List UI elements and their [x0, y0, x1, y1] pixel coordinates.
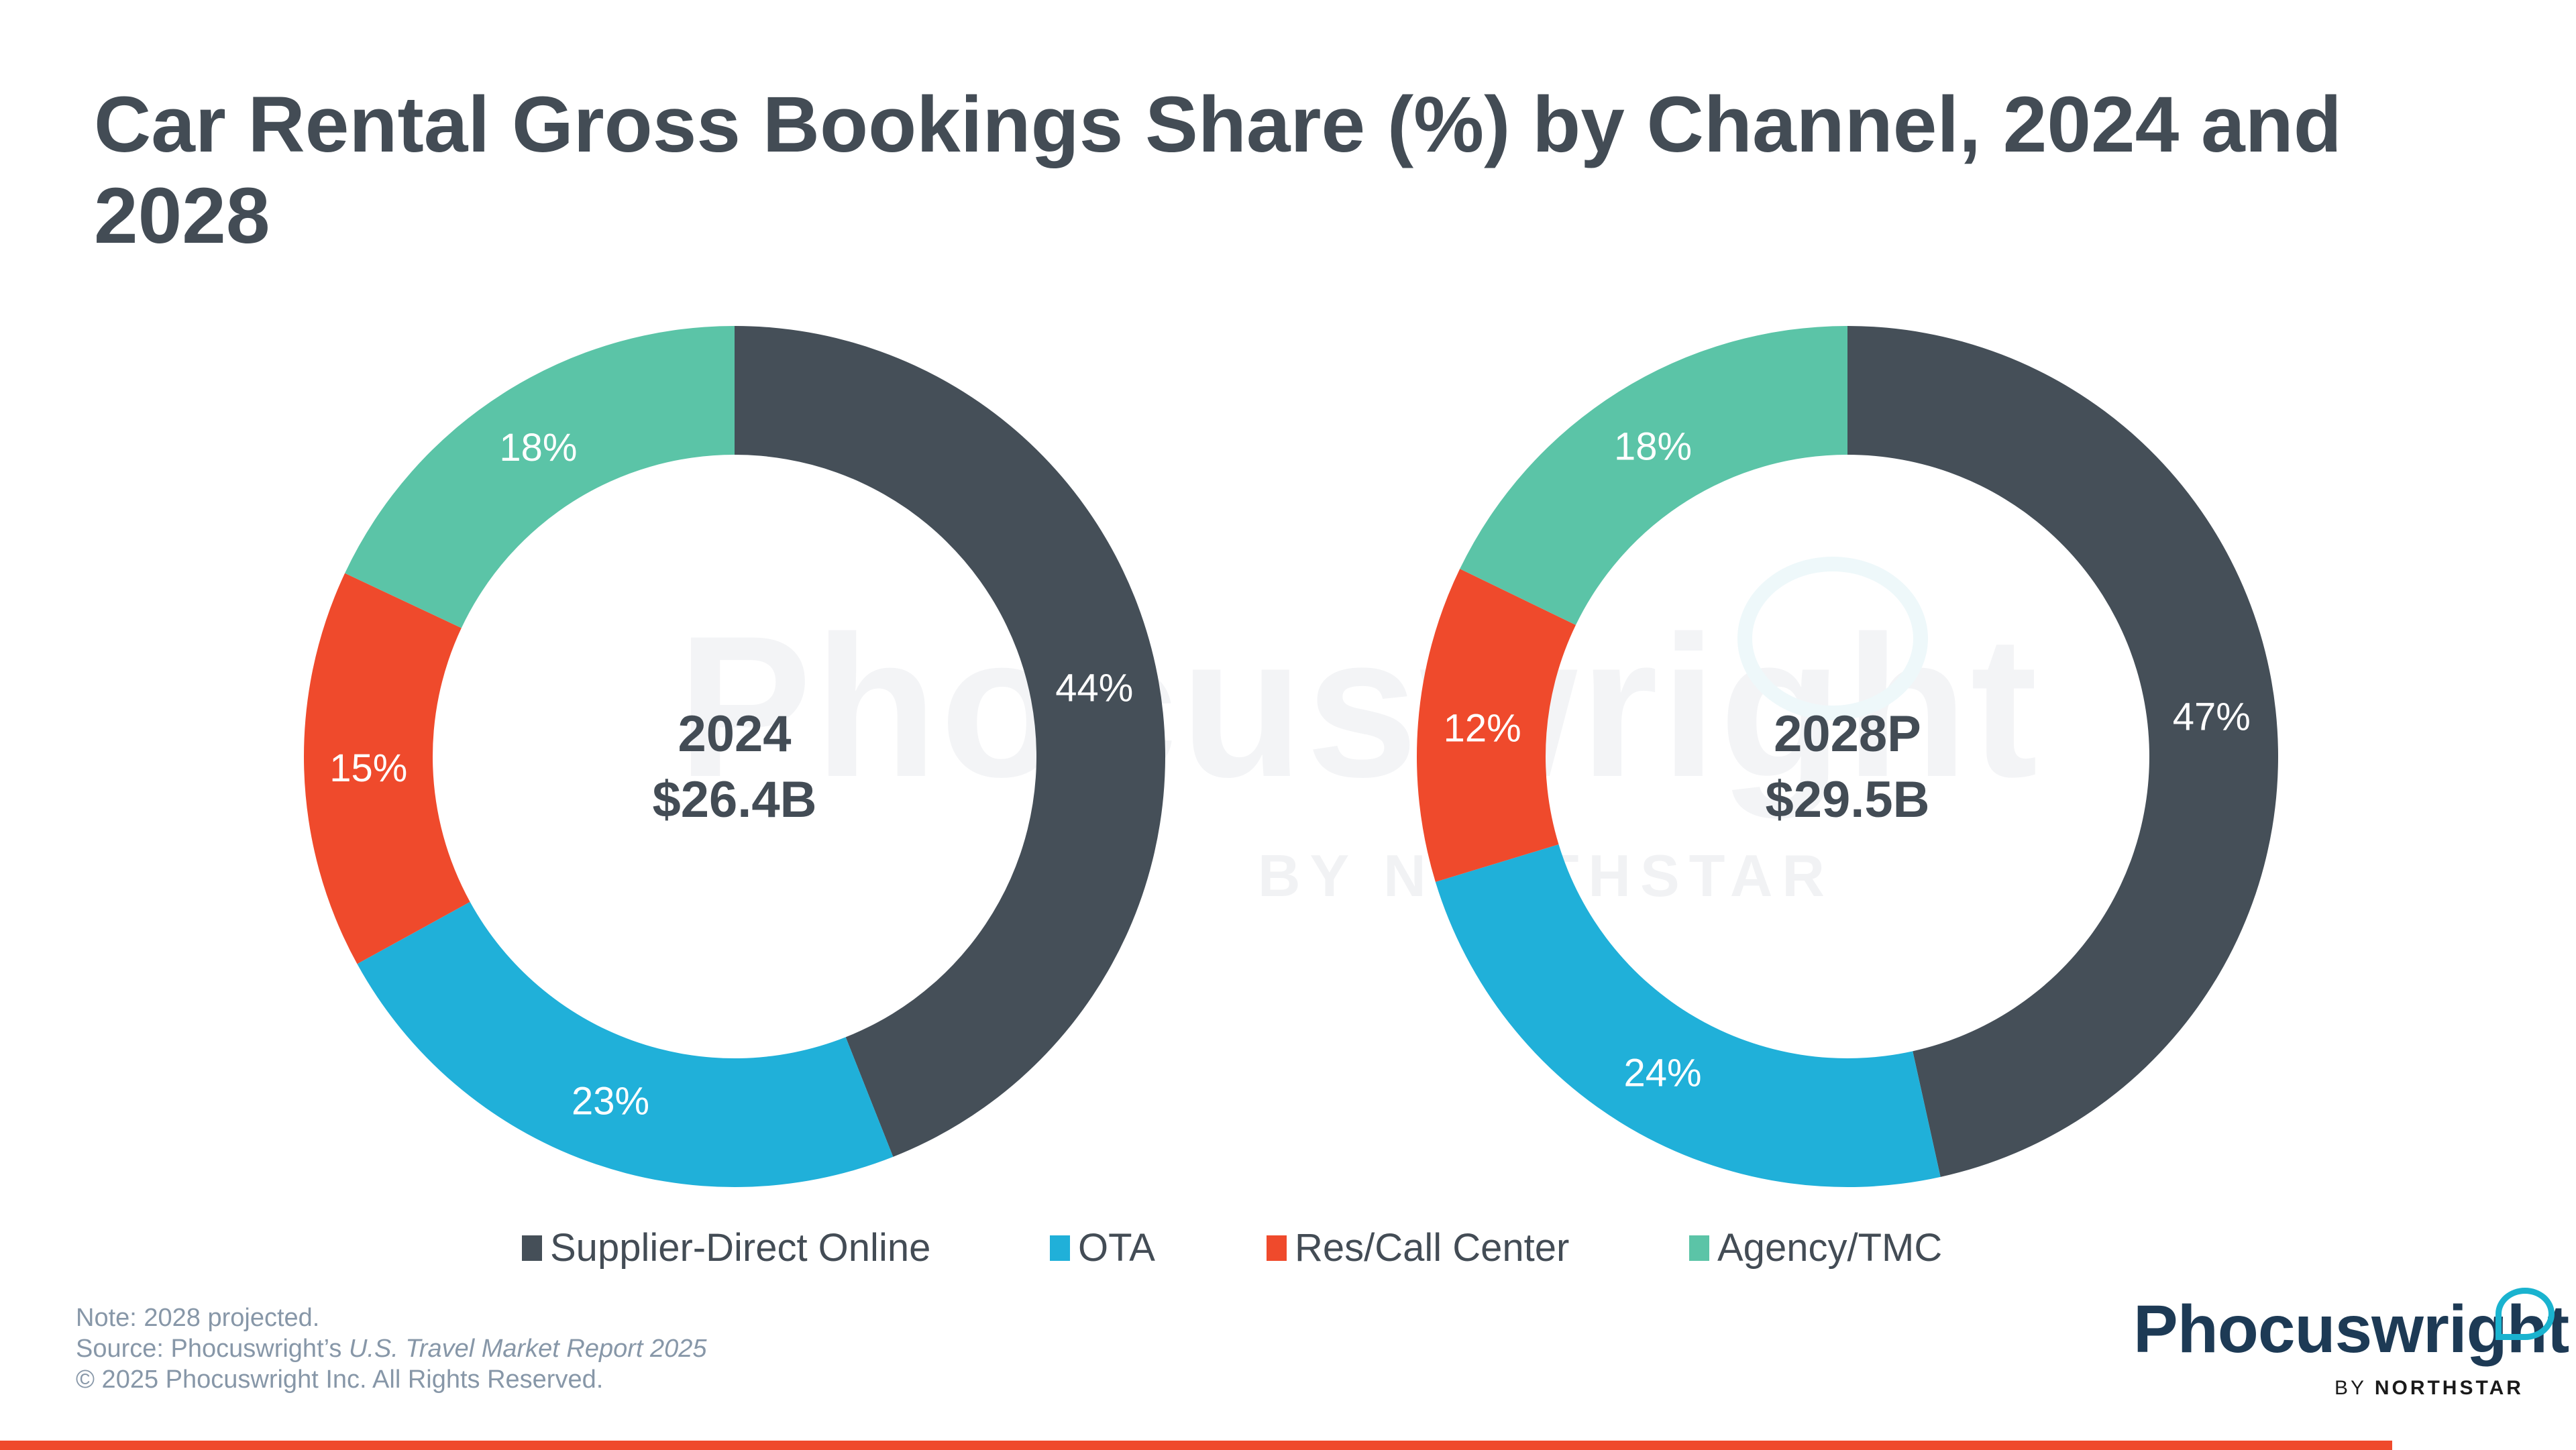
center-label: 2028P [1774, 706, 1921, 763]
source-prefix: Source: Phocuswright’s [76, 1335, 349, 1363]
logo-sub-brand: NORTHSTAR [2374, 1377, 2524, 1399]
legend-label: OTA [1078, 1226, 1155, 1270]
legend-swatch [1689, 1235, 1709, 1261]
donut-slice-ota [1435, 844, 1941, 1187]
legend-item-supplier-direct: Supplier-Direct Online [522, 1225, 930, 1270]
phocuswright-logo: Phocuswright BY NORTHSTAR [2133, 1288, 2569, 1399]
legend: Supplier-Direct Online OTA Res/Call Cent… [0, 1225, 2576, 1279]
data-label: 24% [1624, 1051, 1702, 1095]
data-label: 15% [329, 746, 407, 790]
footer-notes: Note: 2028 projected. Source: Phocuswrig… [76, 1302, 707, 1395]
donut-slice-supplier-direct-online [1847, 326, 2278, 1177]
logo-bubble-icon [2496, 1288, 2555, 1340]
donut-slice-supplier-direct-online [735, 326, 1165, 1157]
footer-source: Source: Phocuswright’s U.S. Travel Marke… [76, 1333, 707, 1364]
donut-2024: 44% 23% 15% 18% 2024 $26.4B [304, 326, 1165, 1187]
source-title: U.S. Travel Market Report 2025 [348, 1335, 707, 1363]
data-label: 23% [572, 1080, 649, 1123]
legend-swatch [1050, 1235, 1070, 1261]
logo-sub-prefix: BY [2334, 1377, 2375, 1399]
legend-item-agency-tmc: Agency/TMC [1689, 1225, 1942, 1270]
footer-copyright: © 2025 Phocuswright Inc. All Rights Rese… [76, 1365, 604, 1394]
donut-slice-agency-tmc [1460, 325, 1847, 625]
donut-2028P: 47% 24% 12% 18% 2028P $29.5B [1416, 325, 2278, 1187]
bottom-accent-bar [0, 1441, 2392, 1450]
legend-swatch [522, 1235, 542, 1261]
center-label: 2024 [678, 706, 791, 763]
data-label: 44% [1055, 667, 1133, 710]
data-label: 18% [499, 426, 577, 469]
data-label: 12% [1444, 707, 1521, 750]
data-label: 18% [1614, 425, 1692, 468]
legend-label: Agency/TMC [1717, 1226, 1943, 1270]
donut-slice-agency-tmc [345, 326, 735, 628]
footer-note: Note: 2028 projected. [76, 1304, 320, 1332]
legend-label: Supplier-Direct Online [550, 1226, 931, 1270]
chart-title: Car Rental Gross Bookings Share (%) by C… [94, 80, 2342, 260]
legend-item-ota: OTA [1050, 1225, 1155, 1270]
center-value: $26.4B [652, 771, 816, 828]
donut-slice-res-call-center [304, 573, 470, 964]
legend-swatch [1267, 1235, 1287, 1261]
logo-subtitle: BY NORTHSTAR [2334, 1377, 2524, 1400]
data-label: 47% [2173, 695, 2251, 739]
donut-slice-ota [357, 901, 894, 1187]
center-value: $29.5B [1765, 771, 1929, 828]
donut-slice-res-call-center [1416, 569, 1576, 882]
legend-label: Res/Call Center [1295, 1226, 1570, 1270]
legend-item-res-call-center: Res/Call Center [1267, 1225, 1569, 1270]
